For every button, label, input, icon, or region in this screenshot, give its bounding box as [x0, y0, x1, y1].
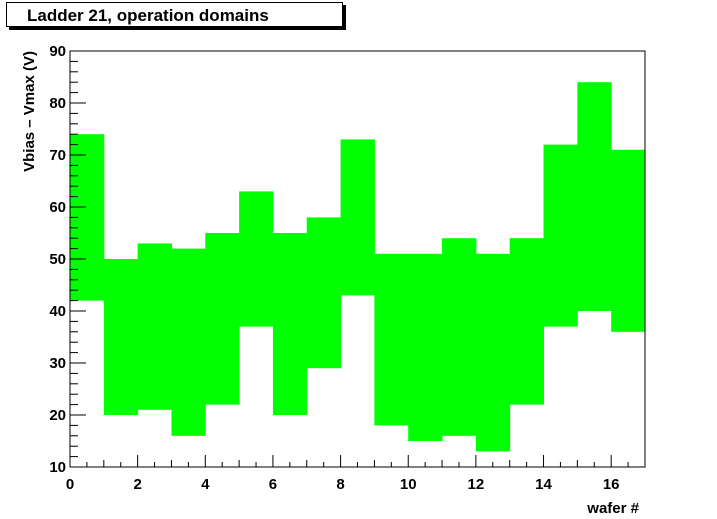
domain-bar-3 — [171, 248, 206, 436]
domain-bar-4 — [205, 233, 240, 405]
x-tick-label-0: 0 — [66, 476, 74, 493]
y-tick-label-6: 70 — [49, 147, 66, 164]
domain-bar-1 — [103, 259, 139, 415]
y-tick-label-5: 60 — [49, 199, 66, 216]
domain-bar-12 — [475, 253, 511, 452]
domain-bar-10 — [408, 253, 443, 441]
domain-bar-14 — [543, 144, 578, 327]
y-tick-label-1: 20 — [49, 407, 66, 424]
ticks-layer: 0 2 4 6 8 10 12 14 16 10 20 30 40 50 60 70 80 90 — [49, 43, 646, 493]
x-tick-label-7: 14 — [535, 476, 552, 493]
x-tick-label-8: 16 — [603, 476, 620, 493]
domain-bar-5 — [239, 191, 274, 327]
y-tick-label-7: 80 — [49, 95, 66, 112]
domain-bar-13 — [509, 238, 545, 405]
domain-bar-7 — [306, 217, 342, 369]
x-tick-label-6: 12 — [468, 476, 485, 493]
x-axis-title: wafer # — [586, 500, 639, 517]
y-tick-label-8: 90 — [49, 43, 66, 60]
x-tick-label-4: 8 — [336, 476, 344, 493]
x-tick-label-1: 2 — [133, 476, 141, 493]
y-axis-title: Vbias – Vmax (V) — [21, 51, 38, 172]
bars-layer — [70, 82, 646, 452]
domain-bar-16 — [611, 149, 646, 332]
domain-bar-8 — [340, 139, 375, 296]
domain-bar-2 — [137, 243, 172, 410]
domain-bar-11 — [442, 238, 477, 436]
domain-bar-15 — [577, 82, 612, 311]
x-tick-label-3: 6 — [269, 476, 277, 493]
x-tick-label-2: 4 — [201, 476, 210, 493]
y-tick-label-3: 40 — [49, 303, 66, 320]
y-tick-label-0: 10 — [49, 459, 66, 476]
domain-bar-9 — [374, 253, 409, 426]
x-tick-label-5: 10 — [400, 476, 417, 493]
chart-title: Ladder 21, operation domains — [27, 6, 269, 25]
domain-bar-6 — [272, 233, 308, 415]
title-box: Ladder 21, operation domains — [6, 2, 343, 27]
y-tick-label-2: 30 — [49, 355, 66, 372]
y-tick-label-4: 50 — [49, 251, 66, 268]
